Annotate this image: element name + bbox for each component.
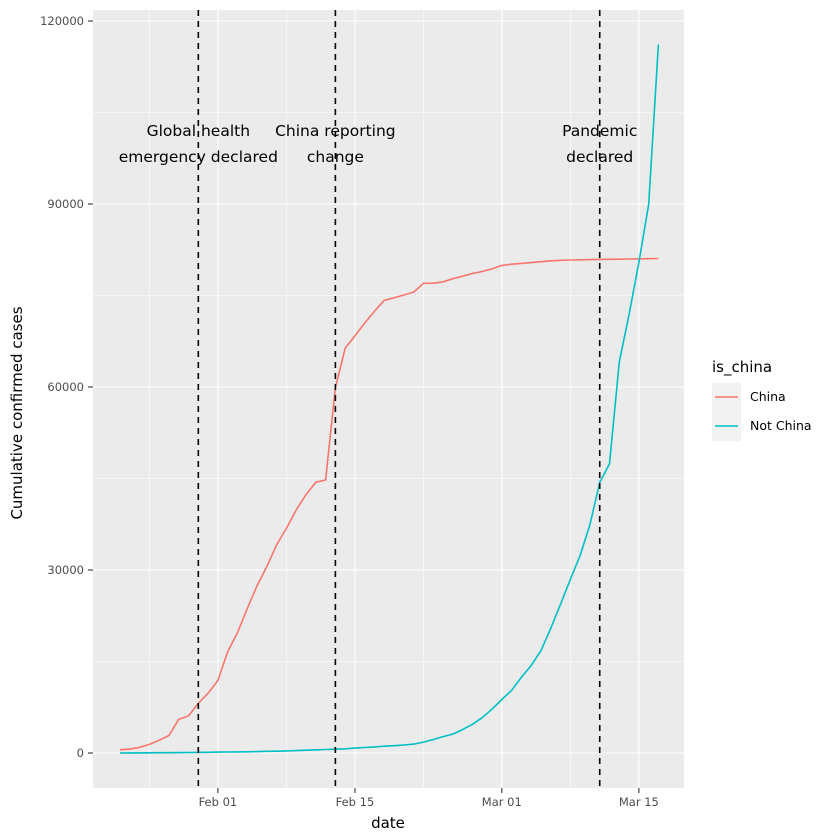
series-line-not-china	[119, 44, 660, 754]
legend-title: is_china	[712, 358, 772, 377]
x-tick-label: Mar 15	[619, 795, 659, 809]
minor-gridlines	[93, 10, 684, 788]
y-axis: 0 30000 60000 90000 120000	[40, 14, 93, 760]
x-tick-label: Mar 01	[482, 795, 522, 809]
x-tick-label: Feb 15	[336, 795, 375, 809]
series-line-china	[119, 257, 659, 751]
y-axis-title: Cumulative confirmed cases	[8, 306, 26, 519]
y-tick-label: 90000	[47, 197, 84, 211]
series-layer	[119, 44, 660, 754]
x-axis: Feb 01 Feb 15 Mar 01 Mar 15	[199, 788, 659, 809]
event-annotation: China reporting change	[275, 122, 396, 166]
plot-panel	[93, 10, 684, 788]
y-tick-label: 30000	[47, 563, 84, 577]
event-lines	[197, 10, 601, 788]
legend: is_china China Not China	[712, 358, 812, 441]
legend-label-not-china: Not China	[750, 418, 812, 433]
major-gridlines	[93, 10, 684, 788]
legend-label-china: China	[750, 389, 786, 404]
event-annotation: Pandemic declared	[562, 122, 637, 166]
y-tick-label: 60000	[47, 380, 84, 394]
y-tick-label: 120000	[40, 14, 84, 28]
x-axis-title: date	[371, 814, 405, 832]
event-annotation: Global health emergency declared	[119, 122, 278, 166]
y-tick-label: 0	[77, 746, 84, 760]
x-tick-label: Feb 01	[199, 795, 238, 809]
